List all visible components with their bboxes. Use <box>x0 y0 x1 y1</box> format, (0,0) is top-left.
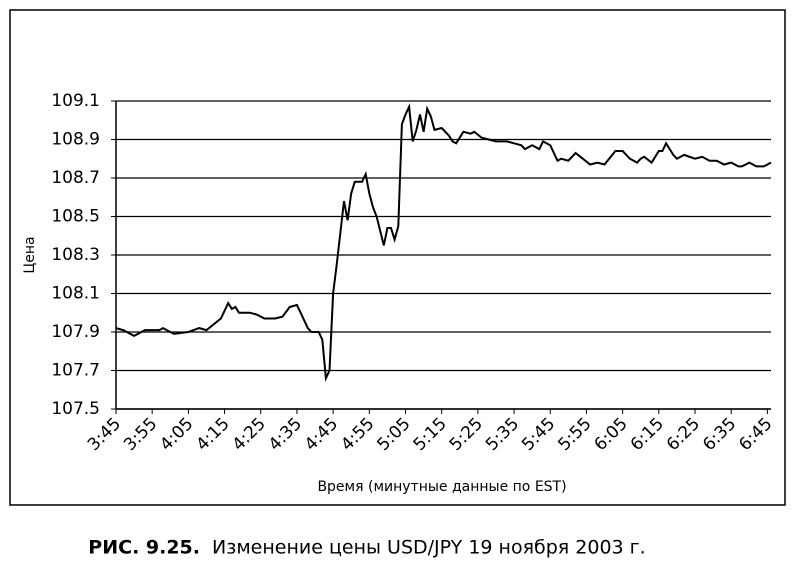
x-tick-label: 3:45 <box>84 414 125 455</box>
y-tick-label: 108.9 <box>51 130 100 150</box>
y-tick-label: 108.3 <box>51 245 100 265</box>
x-tick-label: 6:15 <box>627 414 668 455</box>
y-tick-label: 108.7 <box>51 168 100 188</box>
x-tick-label: 5:55 <box>554 414 595 455</box>
y-tick-label: 109.1 <box>51 91 100 111</box>
x-tick-label: 5:45 <box>518 414 559 455</box>
chart-frame <box>9 9 786 506</box>
x-tick-label: 3:55 <box>120 414 161 455</box>
y-tick-label: 108.5 <box>51 207 100 227</box>
x-tick-label: 6:45 <box>735 414 776 455</box>
x-tick-label: 5:05 <box>373 414 414 455</box>
x-tick-label: 6:35 <box>699 414 740 455</box>
x-tick-label: 5:25 <box>446 414 487 455</box>
caption: Изменение цены USD/JPY 19 ноября 2003 г. <box>212 537 646 559</box>
x-tick-label: 4:55 <box>337 414 378 455</box>
x-tick-label: 4:05 <box>156 414 197 455</box>
price-line <box>115 103 772 382</box>
y-tick-label: 107.5 <box>51 399 100 419</box>
x-tick-label: 5:35 <box>482 414 523 455</box>
y-tick-label: 107.7 <box>51 361 100 381</box>
x-tick-label: 4:25 <box>229 414 270 455</box>
y-tick-label: 108.1 <box>51 284 100 304</box>
x-tick-label: 6:05 <box>591 414 632 455</box>
x-tick-label: 4:35 <box>265 414 306 455</box>
x-tick-label: 4:15 <box>192 414 233 455</box>
x-tick-label: 4:45 <box>301 414 342 455</box>
x-tick-label: 6:25 <box>663 414 704 455</box>
y-tick-label: 107.9 <box>51 322 100 342</box>
y-axis-title: Цена <box>22 236 38 273</box>
x-axis-title: Время (минутные данные по EST) <box>317 479 566 495</box>
caption-label: РИС. 9.25. <box>88 537 200 559</box>
x-tick-label: 5:15 <box>410 414 451 455</box>
